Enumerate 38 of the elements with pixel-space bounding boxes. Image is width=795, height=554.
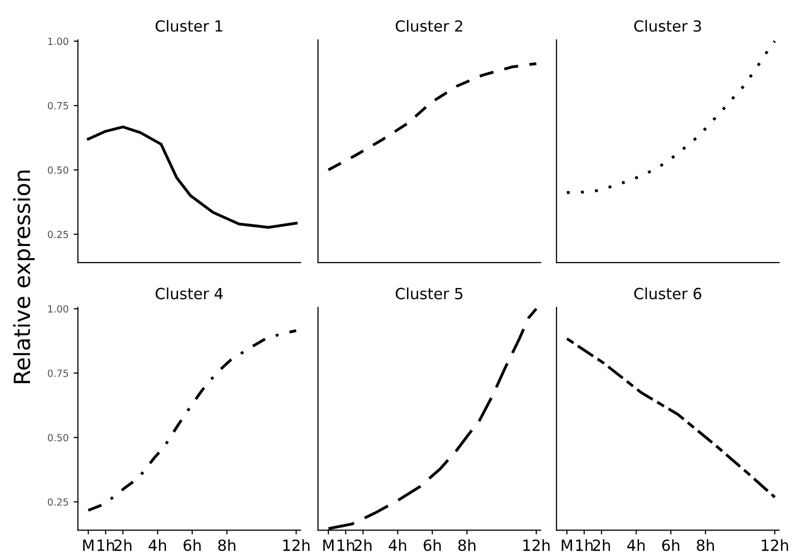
chart-title: Cluster 1: [156, 20, 222, 32]
x-tick-label: 12h: [762, 539, 788, 551]
x-tick-label: 1h: [576, 539, 593, 551]
chart-title: Cluster 4: [156, 288, 223, 300]
x-tick-label: 4h: [627, 539, 645, 551]
x-tick-label: 2h: [592, 539, 610, 551]
y-axis-title: Relative expression: [13, 170, 35, 384]
x-tick-label: 12h: [283, 539, 310, 551]
y-tick-label: 0.50: [48, 434, 68, 442]
line-series: [86, 126, 298, 229]
x-tick-label: 1h: [98, 539, 114, 551]
y-tick-label: 0.25: [48, 498, 68, 506]
x-tick-label: 6h: [184, 539, 201, 552]
x-tick-label: M: [323, 540, 334, 551]
x-tick-label: 4h: [148, 539, 166, 551]
y-tick-label: 0.75: [48, 102, 68, 110]
chart-title: Cluster 5: [396, 288, 462, 300]
x-tick-label: 6h: [424, 539, 441, 552]
x-tick-label: 4h: [388, 539, 406, 551]
x-tick-label: 2h: [354, 539, 372, 551]
x-tick-label: 8h: [218, 539, 236, 552]
x-tick-label: 2h: [114, 539, 132, 551]
x-tick-label: 6h: [662, 539, 680, 552]
y-tick-label: 1.00: [48, 305, 68, 313]
x-tick-label: M: [562, 540, 572, 551]
x-tick-label: 1h: [338, 539, 354, 551]
y-tick-label: 0.50: [48, 166, 68, 174]
chart-title: Cluster 6: [634, 288, 702, 300]
x-tick-label: 8h: [696, 539, 714, 552]
y-tick-label: 0.25: [48, 230, 68, 238]
y-tick-label: 0.75: [48, 370, 68, 377]
line-series: [86, 329, 298, 512]
chart-title: Cluster 3: [634, 20, 701, 32]
y-tick-label: 1.00: [48, 38, 68, 46]
x-tick-label: 8h: [458, 539, 476, 552]
chart-title: Cluster 2: [396, 20, 462, 32]
x-tick-label: M: [83, 540, 94, 551]
x-tick-label: 12h: [523, 539, 550, 551]
